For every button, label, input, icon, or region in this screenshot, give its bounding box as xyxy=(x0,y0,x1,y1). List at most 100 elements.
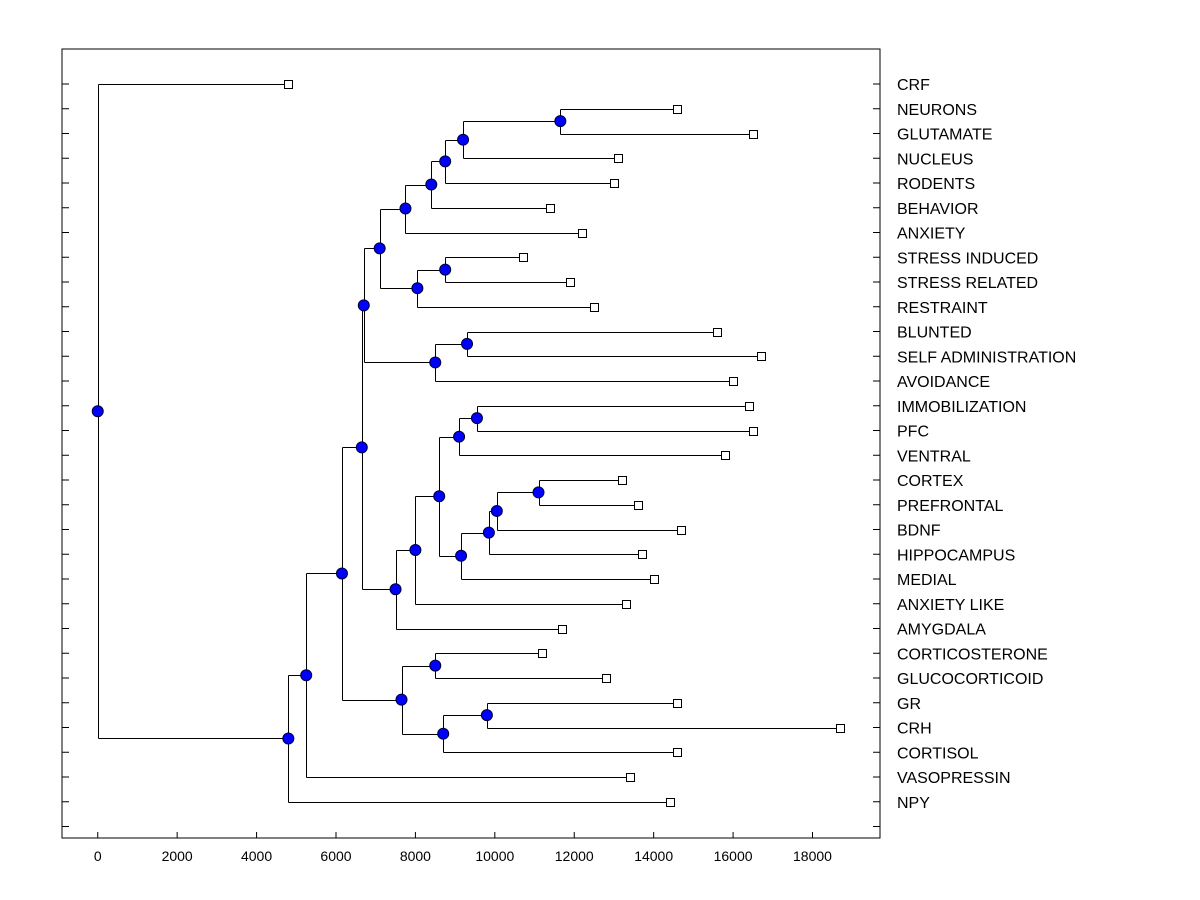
leaf-label: SELF ADMINISTRATION xyxy=(897,349,1076,366)
cluster-node xyxy=(425,178,438,191)
leaf-label: NEURONS xyxy=(897,102,977,119)
x-ticks xyxy=(97,832,813,838)
cluster-node xyxy=(480,709,493,722)
leaf-marker xyxy=(622,600,631,609)
leaf-marker xyxy=(558,625,567,634)
leaf-marker xyxy=(566,278,575,287)
plot-frame xyxy=(61,48,881,839)
leaf-marker xyxy=(677,526,686,535)
leaf-marker xyxy=(602,674,611,683)
leaf-label: STRESS RELATED xyxy=(897,275,1038,292)
leaf-marker xyxy=(578,229,587,238)
leaf-label: BDNF xyxy=(897,523,941,540)
leaf-label: RESTRAINT xyxy=(897,300,988,317)
leaf-marker xyxy=(618,476,627,485)
leaf-label: STRESS INDUCED xyxy=(897,250,1038,267)
cluster-node xyxy=(357,299,370,312)
leaf-marker xyxy=(673,748,682,757)
leaf-marker xyxy=(638,550,647,559)
leaf-label: RODENTS xyxy=(897,176,975,193)
cluster-node xyxy=(429,356,442,369)
cluster-node xyxy=(439,155,452,168)
leaf-marker xyxy=(634,501,643,510)
leaf-marker xyxy=(614,154,623,163)
cluster-node xyxy=(453,430,466,443)
leaf-label: BEHAVIOR xyxy=(897,201,979,218)
leaf-label: VASOPRESSIN xyxy=(897,770,1011,787)
leaf-marker xyxy=(519,253,528,262)
leaf-label: MEDIAL xyxy=(897,572,957,589)
leaf-label: CORTICOSTERONE xyxy=(897,646,1048,663)
x-tick-label: 0 xyxy=(94,848,102,864)
x-tick-label: 14000 xyxy=(634,848,673,864)
cluster-node xyxy=(482,526,495,539)
cluster-node xyxy=(91,405,104,418)
cluster-node xyxy=(300,669,313,682)
leaf-marker xyxy=(538,649,547,658)
x-tick-label: 10000 xyxy=(475,848,514,864)
cluster-node xyxy=(389,583,402,596)
leaf-label: ANXIETY LIKE xyxy=(897,597,1004,614)
cluster-node xyxy=(470,412,483,425)
cluster-node xyxy=(437,727,450,740)
cluster-node xyxy=(395,693,408,706)
leaf-label: NUCLEUS xyxy=(897,151,973,168)
leaf-marker xyxy=(666,798,675,807)
leaf-marker xyxy=(673,699,682,708)
leaf-marker xyxy=(546,204,555,213)
cluster-node xyxy=(439,263,452,276)
leaf-marker xyxy=(757,352,766,361)
leaf-label: GR xyxy=(897,696,921,713)
cluster-node xyxy=(282,732,295,745)
x-tick-label: 18000 xyxy=(793,848,832,864)
leaf-marker xyxy=(626,773,635,782)
x-tick-label: 8000 xyxy=(400,848,431,864)
leaf-label: CRH xyxy=(897,721,932,738)
leaf-marker xyxy=(729,377,738,386)
cluster-node xyxy=(461,337,474,350)
leaf-label: PREFRONTAL xyxy=(897,498,1003,515)
cluster-node xyxy=(373,242,386,255)
cluster-node xyxy=(429,659,442,672)
leaf-label: CORTISOL xyxy=(897,745,979,762)
x-tick-label: 16000 xyxy=(714,848,753,864)
leaf-label: HIPPOCAMPUS xyxy=(897,547,1015,564)
leaf-marker xyxy=(284,80,293,89)
cluster-node xyxy=(399,202,412,215)
leaf-label: AVOIDANCE xyxy=(897,374,990,391)
node-markers xyxy=(91,115,567,745)
leaf-marker xyxy=(590,303,599,312)
x-tick-label: 6000 xyxy=(320,848,351,864)
leaf-marker xyxy=(749,427,758,436)
leaf-marker xyxy=(749,130,758,139)
leaf-marker xyxy=(721,451,730,460)
leaf-label: CORTEX xyxy=(897,473,964,490)
leaf-marker xyxy=(610,179,619,188)
x-tick-label: 4000 xyxy=(241,848,272,864)
cluster-node xyxy=(554,115,567,128)
cluster-node xyxy=(409,543,422,556)
cluster-node xyxy=(335,567,348,580)
leaf-label: NPY xyxy=(897,795,930,812)
leaf-marker xyxy=(713,328,722,337)
leaf-marker xyxy=(745,402,754,411)
leaf-label: PFC xyxy=(897,424,929,441)
leaf-label: GLUCOCORTICOID xyxy=(897,671,1043,688)
cluster-node xyxy=(457,133,470,146)
y-ticks xyxy=(62,83,880,827)
cluster-node xyxy=(433,490,446,503)
cluster-node xyxy=(532,486,545,499)
leaf-marker xyxy=(836,724,845,733)
leaf-label: BLUNTED xyxy=(897,325,972,342)
cluster-node xyxy=(490,504,503,517)
leaf-label: ANXIETY xyxy=(897,226,966,243)
x-tick-label: 12000 xyxy=(555,848,594,864)
x-tick-label: 2000 xyxy=(162,848,193,864)
leaf-label: AMYGDALA xyxy=(897,622,986,639)
leaf-label: GLUTAMATE xyxy=(897,127,992,144)
cluster-node xyxy=(455,549,468,562)
cluster-node xyxy=(355,441,368,454)
leaf-labels: CRF NEURONS GLUTAMATE NUCLEUS RODENTS BEHAVIO… xyxy=(897,77,1076,812)
cluster-node xyxy=(411,282,424,295)
